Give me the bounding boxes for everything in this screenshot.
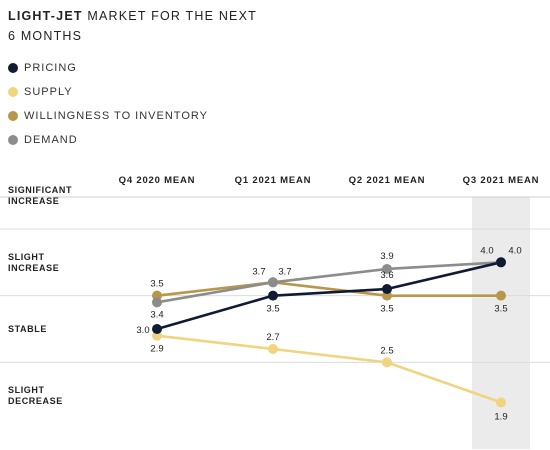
y-tick-label: DECREASE <box>8 396 63 406</box>
data-point <box>496 290 506 301</box>
data-point <box>382 263 392 274</box>
data-label: 3.5 <box>150 279 163 290</box>
legend-dot-pricing <box>8 63 18 73</box>
title-line2: 6 MONTHS <box>8 29 83 43</box>
data-label: 4.0 <box>508 245 521 256</box>
series-line <box>156 261 502 331</box>
legend-dot-demand <box>8 135 18 145</box>
y-tick-label: SLIGHT <box>8 385 45 395</box>
data-point <box>268 277 278 288</box>
title-rest: MARKET FOR THE NEXT <box>82 9 257 23</box>
y-tick-label: STABLE <box>8 324 47 334</box>
x-tick-label: Q4 2020 MEAN <box>119 175 196 186</box>
y-tick-label: INCREASE <box>8 263 59 273</box>
series-line <box>156 281 501 297</box>
data-point <box>382 283 392 294</box>
legend-label-willingness: WILLINGNESS TO INVENTORY <box>24 110 208 122</box>
title-bold: LIGHT-JET <box>8 9 83 23</box>
legend-item-pricing: PRICING <box>8 56 208 80</box>
data-label: 2.9 <box>150 344 163 355</box>
chart-title: LIGHT-JET MARKET FOR THE NEXT 6 MONTHS <box>8 6 308 46</box>
data-point <box>496 397 506 408</box>
data-label: 3.9 <box>380 251 393 262</box>
data-point <box>268 290 278 301</box>
data-point <box>152 324 162 334</box>
x-tick-label: Q3 2021 MEAN <box>463 175 540 186</box>
legend-dot-willingness <box>8 111 18 121</box>
y-tick-label: SLIGHT <box>8 252 45 262</box>
data-label: 3.5 <box>494 304 507 315</box>
data-point <box>382 357 392 368</box>
data-point <box>152 297 162 308</box>
legend-label-pricing: PRICING <box>24 62 77 74</box>
data-label: 3.4 <box>150 309 163 320</box>
legend-item-willingness: WILLINGNESS TO INVENTORY <box>8 104 208 128</box>
y-tick-label: INCREASE <box>8 196 59 206</box>
series-line <box>156 261 502 304</box>
data-label: 1.9 <box>494 411 507 422</box>
series-line <box>156 334 502 404</box>
data-label: 3.7 <box>252 266 265 277</box>
legend: PRICING SUPPLY WILLINGNESS TO INVENTORY … <box>8 56 208 152</box>
data-label: 3.0 <box>136 325 149 336</box>
data-label: 4.0 <box>480 245 493 256</box>
data-label: 2.5 <box>380 345 393 356</box>
legend-item-supply: SUPPLY <box>8 80 208 104</box>
data-label: 3.6 <box>380 270 393 281</box>
legend-dot-supply <box>8 87 18 97</box>
y-tick-label: SIGNIFICANT <box>8 185 72 195</box>
data-point <box>496 257 506 268</box>
data-label: 3.7 <box>278 266 291 277</box>
data-point <box>268 344 278 355</box>
x-tick-label: Q2 2021 MEAN <box>349 175 426 186</box>
legend-label-supply: SUPPLY <box>24 86 73 98</box>
x-tick-label: Q1 2021 MEAN <box>235 175 312 186</box>
data-label: 3.5 <box>380 304 393 315</box>
legend-label-demand: DEMAND <box>24 134 78 146</box>
legend-item-demand: DEMAND <box>8 128 208 152</box>
data-label: 2.7 <box>266 332 279 343</box>
data-label: 3.5 <box>266 304 279 315</box>
